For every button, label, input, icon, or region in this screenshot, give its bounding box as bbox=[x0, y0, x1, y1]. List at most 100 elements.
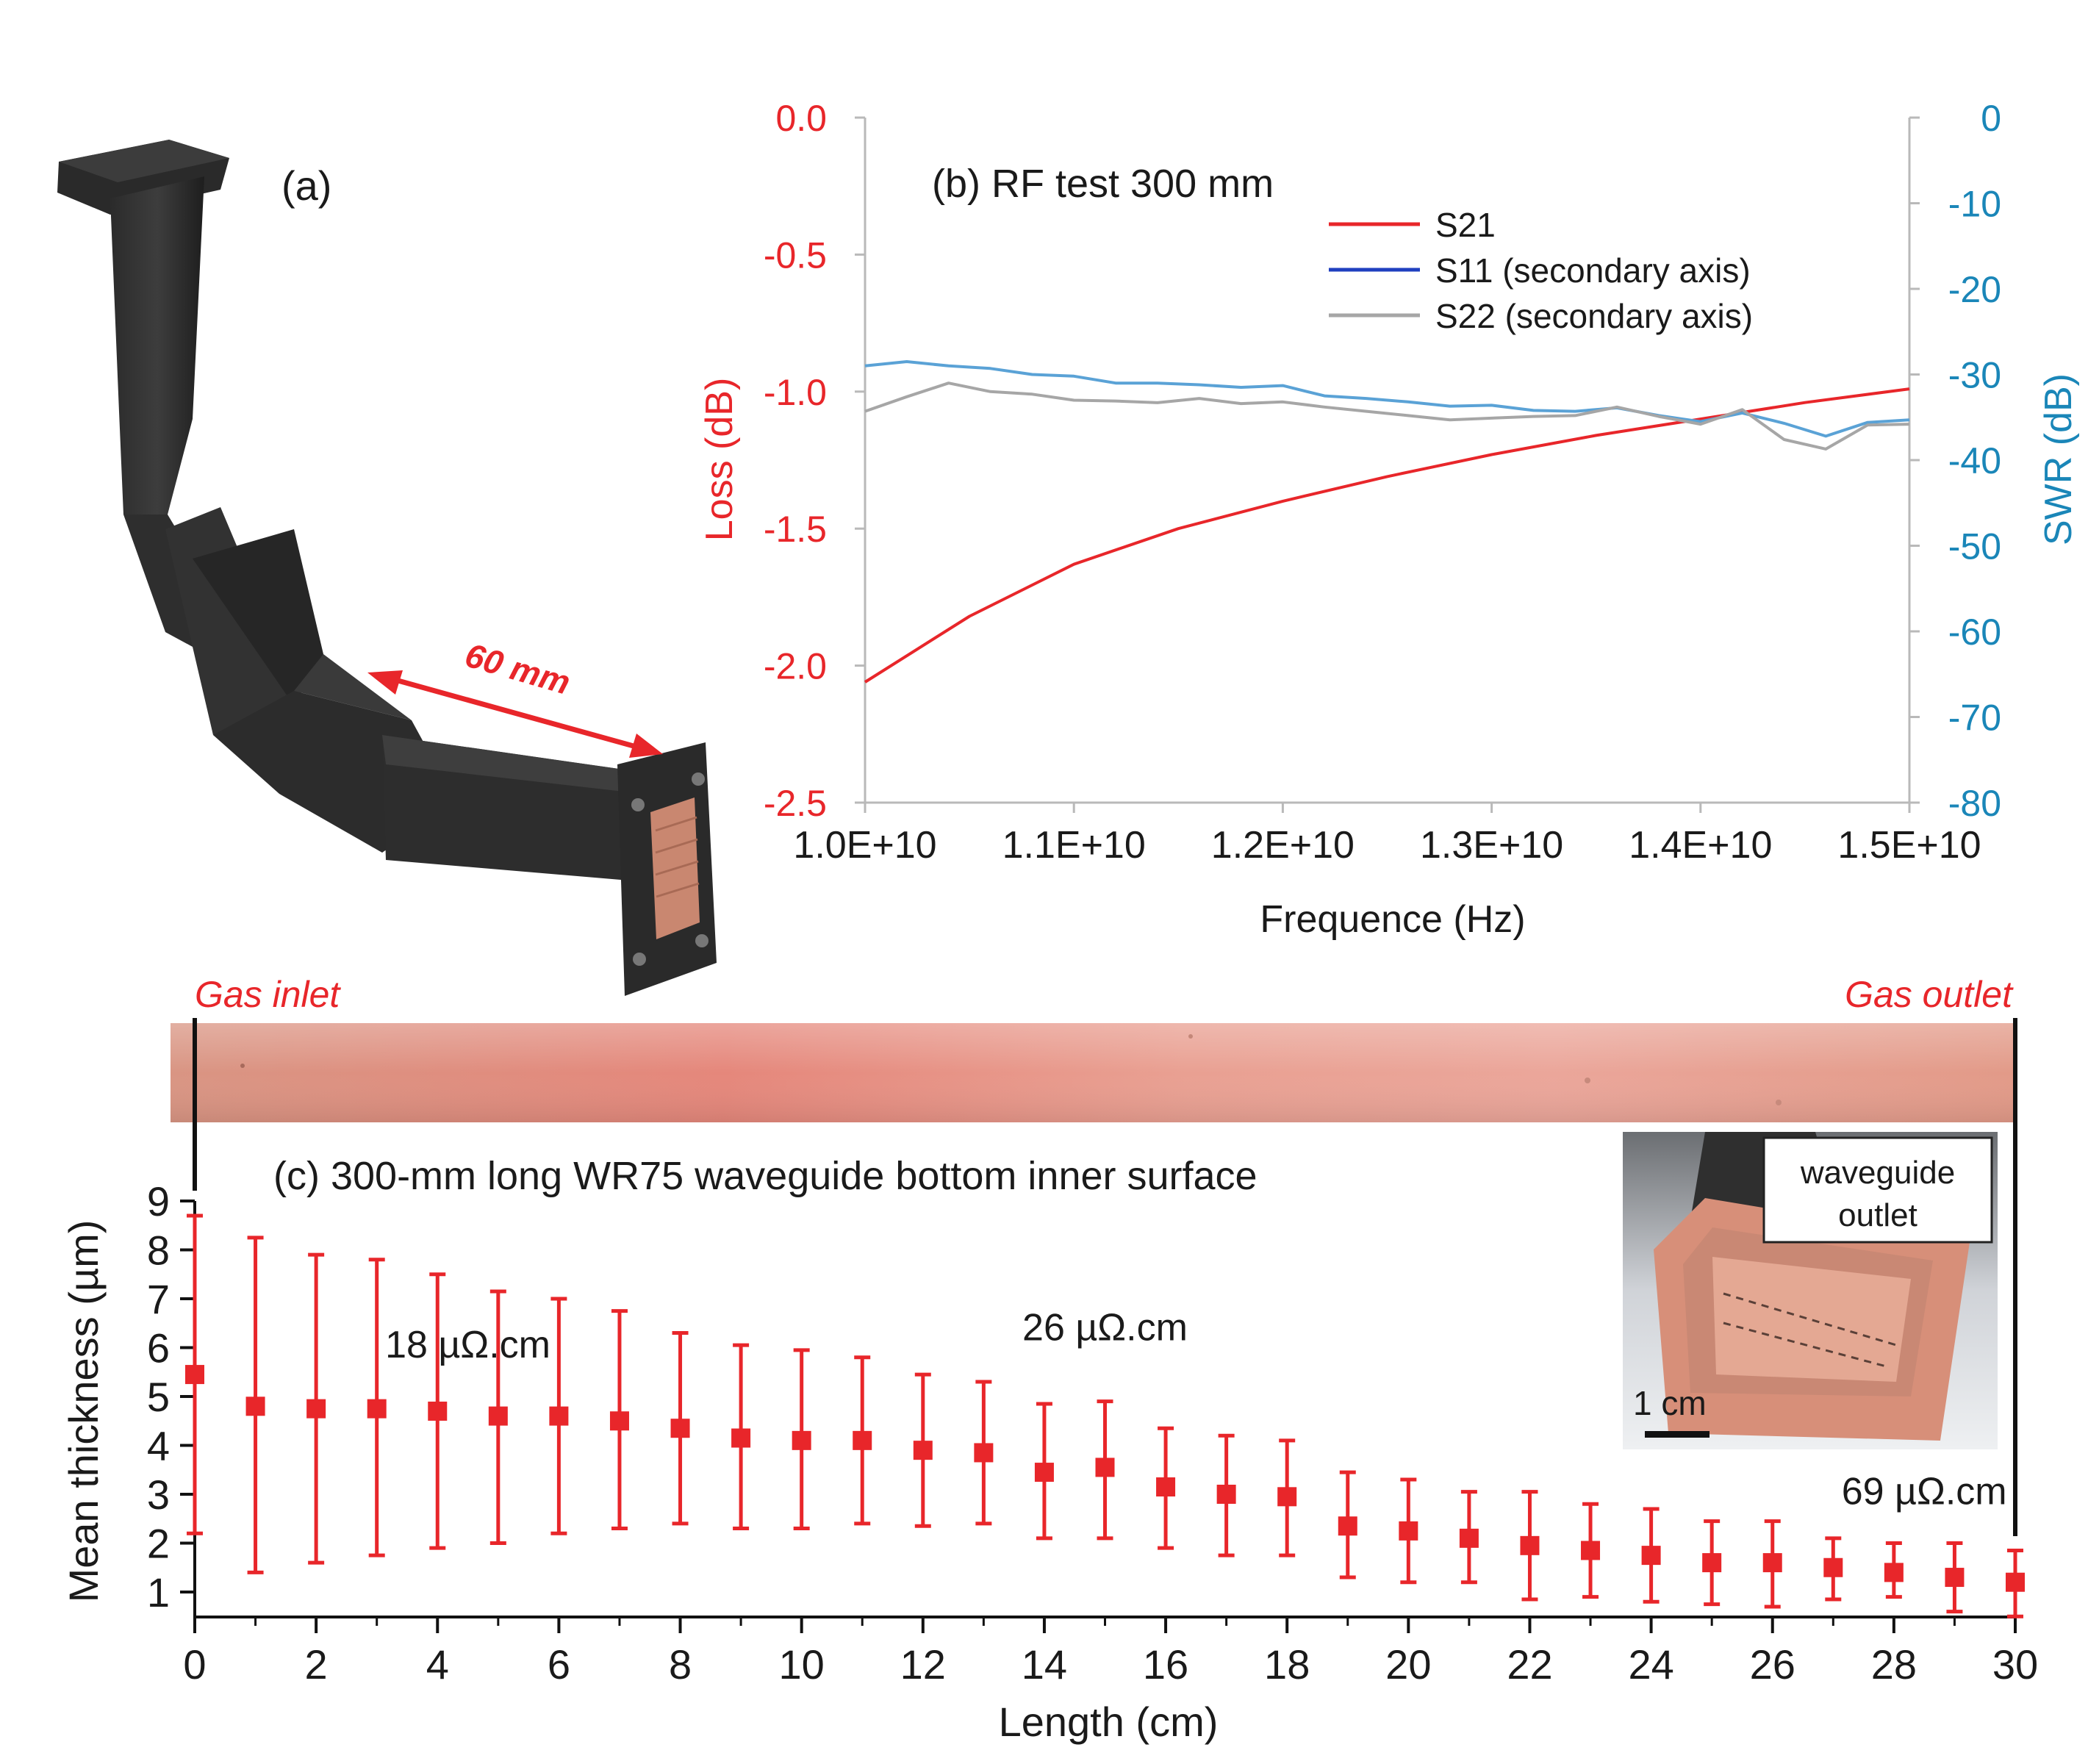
chart-c-xtick-label: 24 bbox=[1628, 1641, 1673, 1688]
chart-b-y2tick-label: -20 bbox=[1948, 269, 2001, 310]
chart-c-xlabel: Length (cm) bbox=[999, 1699, 1219, 1745]
chart-b-y2tick-label: 0 bbox=[1981, 98, 2001, 139]
chart-b-xlabel: Frequence (Hz) bbox=[1260, 898, 1525, 941]
chart-b-title: (b) RF test 300 mm bbox=[932, 162, 1274, 206]
data-point-marker bbox=[913, 1441, 933, 1460]
data-point-marker bbox=[1338, 1516, 1357, 1536]
chart-b-y2tick-label: -10 bbox=[1948, 184, 2001, 225]
chart-b-y2label: SWR (dB) bbox=[2037, 373, 2080, 545]
chart-c-xtick-label: 28 bbox=[1871, 1641, 1917, 1688]
chart-b-y2tick-label: -40 bbox=[1948, 440, 2001, 481]
chart-b-series-s11-line bbox=[864, 360, 1910, 438]
chart-b-axes bbox=[864, 118, 1911, 804]
chart-b-legend: S21 S11 (secondary axis) S22 (secondary ax… bbox=[1329, 206, 1753, 335]
chart-c-ytick-label: 9 bbox=[147, 1178, 170, 1225]
chart-c-xtick-label: 20 bbox=[1385, 1641, 1431, 1688]
data-point-marker bbox=[488, 1406, 508, 1426]
chart-c-xtick-label: 8 bbox=[669, 1641, 692, 1688]
data-point-marker bbox=[609, 1411, 629, 1431]
chart-c-xtick-label: 10 bbox=[779, 1641, 825, 1688]
chart-c-ytick-label: 4 bbox=[147, 1423, 170, 1469]
chart-b: 1.0E+10 1.1E+10 1.2E+10 1.3E+10 1.4E+10 1.5E+… bbox=[698, 98, 2080, 941]
panel-a-photo: 60 mm (a) bbox=[40, 59, 731, 1000]
data-point-marker bbox=[1095, 1458, 1115, 1477]
dimension-arrow bbox=[367, 670, 663, 758]
panel-a-label: (a) bbox=[281, 162, 331, 209]
data-point-marker bbox=[1945, 1568, 1965, 1588]
chart-b-ticks: 1.0E+10 1.1E+10 1.2E+10 1.3E+10 1.4E+10 1.5E+… bbox=[764, 98, 2001, 867]
data-point-marker bbox=[549, 1406, 569, 1426]
chart-c-ytick-label: 5 bbox=[147, 1374, 170, 1420]
chart-b-xtick-label: 1.4E+10 bbox=[1629, 824, 1772, 867]
resistivity-annotation: 18 µΩ.cm bbox=[385, 1324, 550, 1366]
data-point-marker bbox=[245, 1396, 265, 1416]
data-point-marker bbox=[1459, 1528, 1479, 1548]
data-point-marker bbox=[1520, 1535, 1540, 1555]
chart-c-xtick-label: 16 bbox=[1143, 1641, 1188, 1688]
chart-c-ytick-label: 3 bbox=[147, 1471, 170, 1518]
chart-c-xtick-label: 14 bbox=[1022, 1641, 1067, 1688]
data-point-marker bbox=[2006, 1572, 2025, 1592]
data-point-marker bbox=[853, 1430, 872, 1450]
inset-scale-bar bbox=[1645, 1431, 1709, 1438]
data-point-marker bbox=[367, 1399, 387, 1419]
chart-b-series bbox=[864, 360, 1910, 684]
chart-b-series-s22-line bbox=[864, 381, 1910, 451]
legend-label-s22: S22 (secondary axis) bbox=[1435, 297, 1753, 335]
copper-strip: Gas inlet Gas outlet bbox=[171, 974, 2017, 1536]
data-point-marker bbox=[428, 1401, 448, 1421]
data-point-marker bbox=[1581, 1541, 1601, 1560]
chart-b-ytick-label: -1.5 bbox=[764, 509, 827, 550]
chart-b-ytick-label: 0.0 bbox=[775, 98, 827, 139]
data-point-marker bbox=[1884, 1563, 1904, 1582]
chart-c-xtick-label: 18 bbox=[1264, 1641, 1310, 1688]
data-point-marker bbox=[1034, 1463, 1054, 1482]
upper-arm bbox=[110, 176, 204, 514]
chart-c-xtick-label: 0 bbox=[183, 1641, 206, 1688]
chart-c-ytick-label: 8 bbox=[147, 1227, 170, 1274]
gas-inlet-label: Gas inlet bbox=[195, 974, 341, 1015]
chart-c-xtick-label: 2 bbox=[305, 1641, 328, 1688]
chart-b-y2tick-label: -30 bbox=[1948, 355, 2001, 396]
chart-b-xtick-label: 1.1E+10 bbox=[1002, 824, 1146, 867]
data-point-marker bbox=[1216, 1485, 1236, 1504]
chart-c-xtick-label: 4 bbox=[426, 1641, 449, 1688]
chart-b-ytick-label: -1.0 bbox=[764, 372, 827, 413]
chart-c-xtick-label: 30 bbox=[1992, 1641, 2038, 1688]
chart-b-ytick-label: -0.5 bbox=[764, 234, 827, 276]
chart-b-y2tick-label: -50 bbox=[1948, 526, 2001, 567]
data-point-marker bbox=[792, 1430, 811, 1450]
chart-c-ytick-label: 2 bbox=[147, 1521, 170, 1567]
chart-b-series-s21-line bbox=[864, 387, 1910, 684]
data-point-marker bbox=[974, 1443, 994, 1463]
chart-c-ytick-label: 1 bbox=[147, 1569, 170, 1616]
chart-c-xtick-label: 6 bbox=[548, 1641, 570, 1688]
chart-c-xtick-label: 26 bbox=[1750, 1641, 1795, 1688]
data-point-marker bbox=[1399, 1521, 1418, 1541]
legend-label-s11: S11 (secondary axis) bbox=[1435, 251, 1751, 290]
chart-c-ytick-label: 7 bbox=[147, 1276, 170, 1322]
data-point-marker bbox=[185, 1365, 204, 1385]
data-point-marker bbox=[1823, 1557, 1843, 1577]
legend-label-s21: S21 bbox=[1435, 206, 1496, 244]
data-point-marker bbox=[1156, 1477, 1176, 1497]
inset-scale-label: 1 cm bbox=[1633, 1384, 1707, 1422]
inset-label-box bbox=[1762, 1136, 1993, 1244]
chart-b-ylabel: Loss (dB) bbox=[698, 378, 741, 542]
inset-label-line2: outlet bbox=[1838, 1197, 1917, 1233]
chart-c-series bbox=[185, 1213, 2025, 1618]
chart-c-ylabel: Mean thickness (µm) bbox=[60, 1220, 107, 1603]
inset-photo: waveguide outlet 1 cm bbox=[1623, 1132, 1998, 1449]
chart-b-y2tick-label: -80 bbox=[1948, 783, 2001, 824]
data-point-marker bbox=[1762, 1553, 1782, 1573]
resistivity-annotation: 26 µΩ.cm bbox=[1022, 1307, 1188, 1349]
chart-b-xtick-label: 1.0E+10 bbox=[793, 824, 936, 867]
data-point-marker bbox=[1702, 1553, 1722, 1573]
gas-outlet-label: Gas outlet bbox=[1845, 974, 2014, 1015]
chart-b-xtick-label: 1.3E+10 bbox=[1420, 824, 1563, 867]
resistivity-annotation: 69 µΩ.cm bbox=[1842, 1470, 2007, 1513]
data-point-marker bbox=[306, 1399, 326, 1419]
